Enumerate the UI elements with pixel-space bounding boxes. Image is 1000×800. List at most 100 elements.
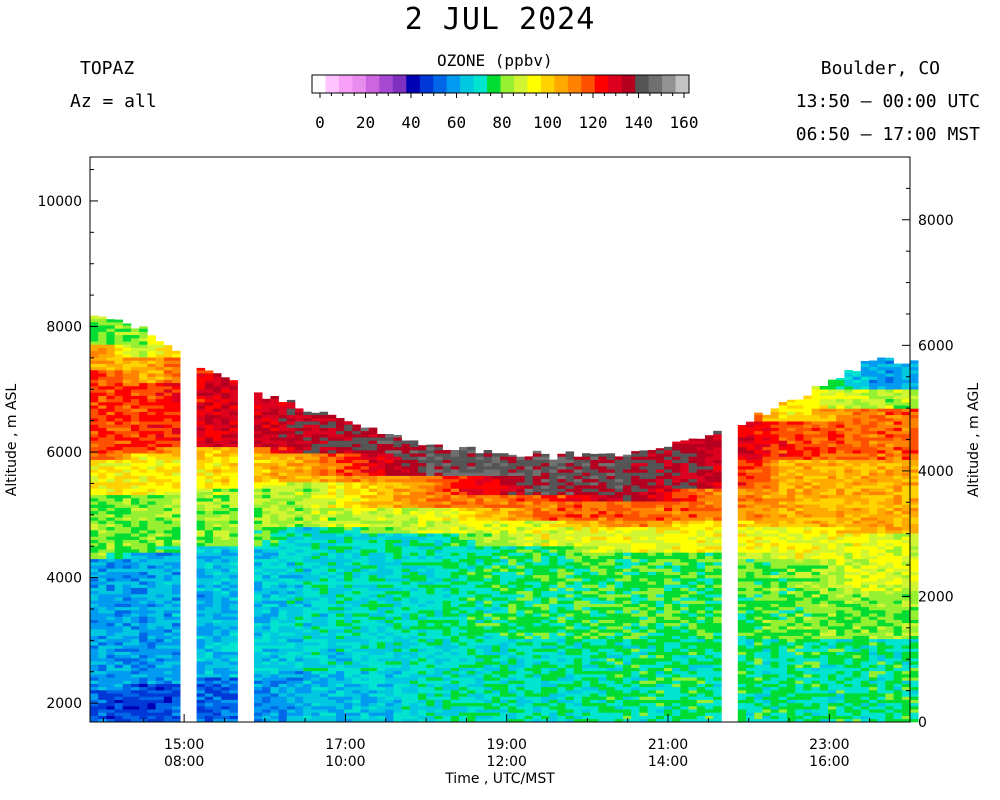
heatmap-cell bbox=[319, 469, 329, 473]
heatmap-cell bbox=[516, 565, 525, 569]
heatmap-cell bbox=[131, 594, 140, 598]
heatmap-cell bbox=[295, 434, 304, 438]
heatmap-cell bbox=[278, 562, 288, 566]
heatmap-cell bbox=[327, 597, 337, 601]
heatmap-cell bbox=[311, 536, 320, 540]
heatmap-cell bbox=[106, 514, 115, 518]
heatmap-cell bbox=[409, 498, 419, 502]
heatmap-cell bbox=[467, 610, 476, 614]
heatmap-cell bbox=[418, 642, 427, 646]
heatmap-cell bbox=[434, 485, 443, 489]
heatmap-cell bbox=[442, 654, 452, 659]
heatmap-cell bbox=[385, 450, 394, 454]
heatmap-cell bbox=[163, 680, 173, 684]
heatmap-cell bbox=[196, 514, 206, 518]
heatmap-cell bbox=[426, 574, 435, 579]
heatmap-cell bbox=[229, 597, 238, 601]
heatmap-cell bbox=[319, 661, 329, 665]
heatmap-cell bbox=[221, 446, 230, 451]
heatmap-cell bbox=[114, 347, 124, 352]
heatmap-cell bbox=[98, 466, 107, 470]
heatmap-cell bbox=[393, 654, 402, 659]
heatmap-cell bbox=[122, 443, 132, 448]
heatmap-cell bbox=[172, 523, 181, 528]
heatmap-cell bbox=[311, 494, 320, 499]
heatmap-cell bbox=[98, 344, 107, 348]
heatmap-cell bbox=[122, 344, 132, 348]
heatmap-cell bbox=[475, 706, 484, 710]
heatmap-cell bbox=[377, 510, 386, 515]
heatmap-cell bbox=[155, 638, 165, 643]
heatmap-cell bbox=[426, 459, 435, 464]
heatmap-cell bbox=[450, 610, 460, 614]
heatmap-cell bbox=[106, 622, 115, 627]
heatmap-cell bbox=[163, 437, 173, 441]
heatmap-cell bbox=[327, 430, 337, 435]
heatmap-cell bbox=[434, 603, 443, 608]
heatmap-cell bbox=[262, 472, 271, 476]
heatmap-cell bbox=[122, 370, 132, 374]
heatmap-cell bbox=[491, 667, 501, 672]
heatmap-cell bbox=[491, 574, 501, 579]
heatmap-cell bbox=[122, 658, 132, 662]
heatmap-cell bbox=[442, 526, 452, 531]
heatmap-cell bbox=[467, 613, 476, 617]
heatmap-cell bbox=[163, 712, 173, 716]
heatmap-cell bbox=[196, 501, 206, 505]
heatmap-cell bbox=[270, 613, 279, 617]
heatmap-cell bbox=[147, 392, 156, 396]
heatmap-cell bbox=[196, 693, 206, 697]
heatmap-cell bbox=[500, 581, 509, 585]
heatmap-cell bbox=[295, 450, 304, 454]
heatmap-cell bbox=[450, 638, 460, 643]
heatmap-cell bbox=[262, 632, 271, 636]
heatmap-cell bbox=[147, 568, 156, 572]
heatmap-cell bbox=[459, 510, 468, 515]
heatmap-cell bbox=[139, 498, 148, 502]
heatmap-cell bbox=[360, 472, 370, 476]
heatmap-cell bbox=[295, 430, 304, 435]
heatmap-cell bbox=[254, 594, 263, 598]
heatmap-cell bbox=[516, 686, 525, 691]
heatmap-cell bbox=[286, 456, 296, 460]
heatmap-cell bbox=[213, 478, 222, 483]
heatmap-cell bbox=[98, 379, 107, 384]
heatmap-cell bbox=[352, 478, 361, 483]
heatmap-cell bbox=[409, 562, 419, 566]
heatmap-cell bbox=[377, 693, 386, 697]
heatmap-cell bbox=[229, 488, 238, 492]
heatmap-cell bbox=[163, 558, 173, 563]
heatmap-cell bbox=[303, 642, 312, 646]
heatmap-cell bbox=[98, 427, 107, 432]
heatmap-cell bbox=[319, 549, 329, 553]
heatmap-cell bbox=[508, 677, 517, 681]
heatmap-cell bbox=[401, 536, 411, 540]
heatmap-cell bbox=[393, 619, 402, 624]
heatmap-cell bbox=[286, 427, 296, 432]
heatmap-cell bbox=[401, 619, 411, 624]
heatmap-cell bbox=[163, 606, 173, 611]
heatmap-cell bbox=[213, 600, 222, 604]
heatmap-cell bbox=[278, 670, 288, 675]
heatmap-cell bbox=[311, 523, 320, 528]
heatmap-cell bbox=[262, 578, 271, 582]
heatmap-cell bbox=[196, 418, 206, 422]
heatmap-cell bbox=[418, 718, 427, 723]
heatmap-cell bbox=[196, 379, 206, 384]
heatmap-cell bbox=[393, 472, 402, 476]
heatmap-cell bbox=[90, 552, 99, 556]
heatmap-cell bbox=[491, 677, 501, 681]
heatmap-cell bbox=[475, 661, 484, 665]
heatmap-cell bbox=[352, 702, 361, 707]
heatmap-cell bbox=[155, 430, 165, 435]
heatmap-cell bbox=[368, 610, 378, 614]
heatmap-cell bbox=[155, 421, 165, 425]
heatmap-cell bbox=[500, 584, 509, 588]
heatmap-cell bbox=[409, 626, 419, 630]
heatmap-cell bbox=[401, 712, 411, 716]
heatmap-cell bbox=[254, 558, 263, 563]
heatmap-cell bbox=[139, 344, 148, 348]
heatmap-cell bbox=[98, 469, 107, 473]
heatmap-cell bbox=[360, 523, 370, 528]
heatmap-cell bbox=[516, 635, 525, 640]
